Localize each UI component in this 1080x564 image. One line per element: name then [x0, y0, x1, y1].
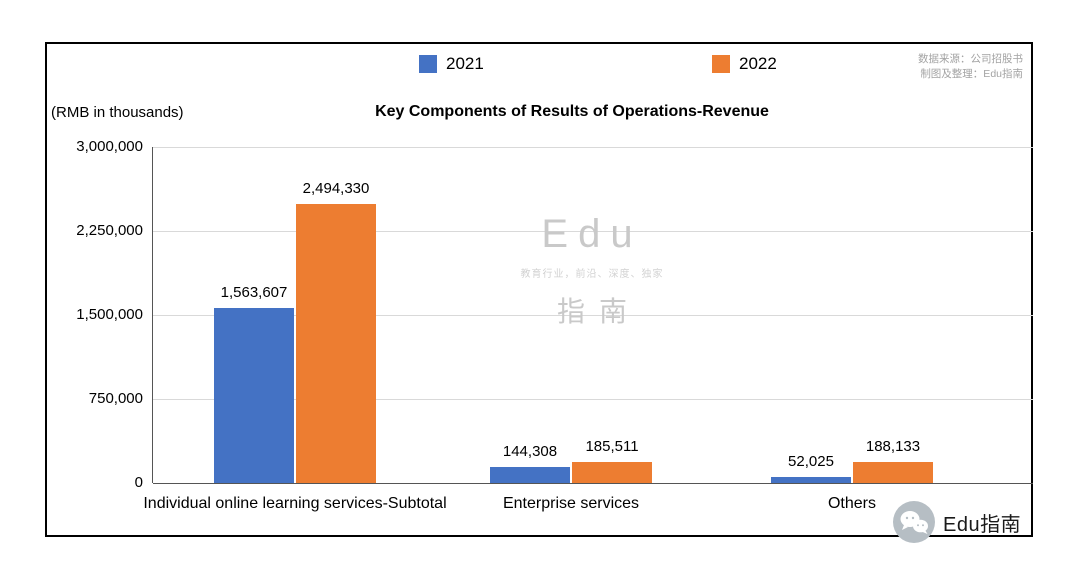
bar-value-label: 1,563,607 [220, 284, 288, 301]
data-source-note: 数据来源：公司招股书 制图及整理：Edu指南 [918, 52, 1023, 82]
gridline [153, 483, 1033, 484]
watermark-brand-cn: 指南 [556, 296, 641, 327]
data-source-line2: 制图及整理：Edu指南 [920, 68, 1023, 80]
bar-2021-0 [214, 308, 294, 483]
watermark-brand: Edu [541, 212, 643, 256]
x-category-label: Enterprise services [502, 495, 640, 512]
legend-swatch-2021 [419, 55, 437, 73]
gridline [153, 315, 1033, 316]
gridline [153, 147, 1033, 148]
plot-area: 3,000,000 2,250,000 1,500,000 750,000 0 1,563… [76, 138, 1033, 512]
gridline [153, 399, 1033, 400]
bar-value-label: 185,511 [585, 438, 639, 455]
bar-2022-0 [296, 204, 376, 483]
bar-value-label: 144,308 [502, 443, 558, 460]
x-category-label: Others [827, 495, 876, 512]
bar-value-label: 52,025 [788, 453, 834, 470]
legend-label-2022: 2022 [739, 54, 777, 73]
footer-brand: Edu指南 [893, 501, 1021, 543]
bar-2021-2 [771, 477, 851, 483]
watermark-tagline: 教育行业，前沿、深度、独家 [520, 269, 664, 280]
bar-2022-2 [853, 462, 933, 483]
data-source-line1: 数据来源：公司招股书 [918, 53, 1023, 65]
legend-item-2021: 2021 [419, 54, 484, 74]
gridline [153, 231, 1033, 232]
legend-swatch-2022 [712, 55, 730, 73]
chart-title: Key Components of Results of Operations-… [375, 103, 769, 120]
x-category-label: Individual online learning services-Subt… [143, 495, 447, 512]
y-tick-label: 1,500,000 [76, 306, 143, 323]
bar-value-label: 188,133 [865, 438, 921, 455]
legend-label-2021: 2021 [446, 54, 484, 73]
bar-value-label: 2,494,330 [302, 180, 370, 197]
footer-brand-text: Edu指南 [943, 513, 1022, 536]
bar-2022-1 [572, 462, 652, 483]
y-tick-label: 2,250,000 [76, 222, 143, 239]
y-axis-unit-label: (RMB in thousands) [51, 104, 184, 121]
chart-frame: 2021 2022 数据来源：公司招股书 制图及整理：Edu指南 (RMB in… [45, 42, 1033, 537]
bar-2021-1 [490, 467, 570, 483]
watermark: Edu 教育行业，前沿、深度、独家 指南 [487, 212, 697, 330]
wechat-logo-icon [893, 501, 935, 543]
y-tick-label: 750,000 [88, 390, 143, 407]
y-tick-label: 0 [134, 474, 143, 491]
y-tick-label: 3,000,000 [76, 138, 143, 155]
legend-item-2022: 2022 [712, 54, 777, 74]
